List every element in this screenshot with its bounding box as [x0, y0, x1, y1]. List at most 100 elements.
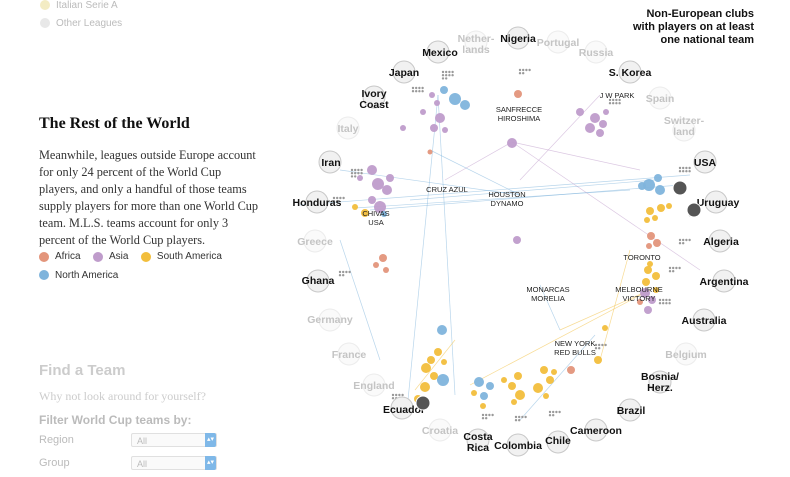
country-s-korea[interactable]: S. Korea [609, 60, 652, 84]
club-node[interactable] [653, 239, 661, 247]
club-label[interactable]: TORONTO [623, 253, 660, 262]
club-node[interactable] [508, 382, 516, 390]
club-node[interactable] [513, 236, 521, 244]
club-node[interactable] [367, 165, 377, 175]
club-label[interactable]: SANFRECCE HIROSHIMA [496, 105, 542, 123]
country-greece[interactable]: Greece [297, 229, 333, 253]
club-node[interactable] [486, 382, 494, 390]
club-node[interactable] [603, 109, 609, 115]
club-node[interactable] [551, 369, 557, 375]
club-node[interactable] [427, 356, 435, 364]
club-node[interactable] [657, 204, 665, 212]
top-legend-item[interactable]: Other Leagues [40, 14, 122, 32]
club-node[interactable] [576, 108, 584, 116]
club-node[interactable] [596, 129, 604, 137]
club-node[interactable] [471, 390, 477, 396]
country-ghana[interactable]: Ghana [302, 269, 335, 293]
club-node[interactable] [420, 109, 426, 115]
country-circle[interactable] [362, 373, 386, 397]
club-label[interactable]: CRUZ AZUL [426, 185, 468, 194]
country-belgium[interactable]: Belgium [665, 342, 707, 366]
country-australia[interactable]: Australia [682, 308, 727, 332]
country-circle[interactable] [428, 418, 452, 442]
club-node[interactable] [515, 390, 525, 400]
club-node[interactable] [379, 254, 387, 262]
club-node[interactable] [654, 174, 662, 182]
club-node[interactable] [514, 90, 522, 98]
country-circle[interactable] [674, 342, 698, 366]
club-node[interactable] [421, 363, 431, 373]
club-node[interactable] [533, 383, 543, 393]
country-nether[interactable]: Nether-lands [458, 30, 495, 56]
country-circle[interactable] [506, 26, 530, 50]
country-italy[interactable]: Italy [336, 116, 360, 140]
country-switzer[interactable]: Switzer-land [664, 115, 705, 142]
club-node[interactable] [374, 201, 386, 213]
country-algeria[interactable]: Algeria [703, 229, 739, 253]
country-circle[interactable] [303, 229, 327, 253]
club-node[interactable] [430, 124, 438, 132]
club-node[interactable] [652, 215, 658, 221]
club-node[interactable] [648, 296, 656, 304]
country-iran[interactable]: Iran [318, 150, 342, 174]
club-label[interactable]: MONARCAS MORELIA [526, 285, 569, 303]
country-circle[interactable] [362, 85, 386, 109]
country-nigeria[interactable]: Nigeria [500, 26, 536, 50]
club-node[interactable] [644, 217, 650, 223]
country-ivory[interactable]: Ivory Coast [359, 85, 389, 111]
country-england[interactable]: England [353, 373, 395, 397]
club-node[interactable] [644, 306, 652, 314]
country-honduras[interactable]: Honduras [292, 190, 342, 214]
country-circle[interactable] [546, 30, 570, 54]
club-label[interactable]: MELBOURNE VICTORY [615, 285, 663, 303]
club-node[interactable] [441, 359, 447, 365]
club-node[interactable] [511, 399, 517, 405]
top-legend-item[interactable]: Italian Serie A [40, 0, 122, 14]
country-costa[interactable]: Costa Rica [463, 428, 493, 454]
club-node[interactable] [646, 207, 654, 215]
region-select[interactable]: All ▴▾ [131, 433, 217, 447]
country-brazil[interactable]: Brazil [617, 398, 646, 422]
club-node[interactable] [361, 209, 369, 217]
country-circle[interactable] [464, 30, 488, 54]
player-photo[interactable] [672, 180, 688, 196]
club-node[interactable] [430, 372, 438, 380]
country-circle[interactable] [318, 150, 342, 174]
club-node[interactable] [434, 348, 442, 356]
club-node[interactable] [644, 266, 652, 274]
club-node[interactable] [460, 100, 470, 110]
club-node[interactable] [449, 93, 461, 105]
country-russia[interactable]: Russia [579, 40, 614, 64]
club-node[interactable] [420, 382, 430, 392]
country-argentina[interactable]: Argentina [699, 269, 749, 293]
country-chile[interactable]: Chile [545, 430, 571, 454]
country-circle[interactable] [584, 40, 608, 64]
club-node[interactable] [400, 125, 406, 131]
country-circle[interactable] [506, 433, 530, 457]
club-node[interactable] [427, 149, 433, 155]
country-spain[interactable]: Spain [646, 86, 675, 110]
club-node[interactable] [647, 261, 653, 267]
country-mexico[interactable]: Mexico [422, 40, 458, 64]
club-node[interactable] [437, 374, 449, 386]
club-node[interactable] [474, 377, 484, 387]
club-node[interactable] [642, 278, 650, 286]
club-node[interactable] [666, 203, 672, 209]
club-node[interactable] [429, 92, 435, 98]
club-node[interactable] [480, 403, 486, 409]
country-colombia[interactable]: Colombia [494, 433, 542, 457]
club-node[interactable] [647, 232, 655, 240]
club-node[interactable] [543, 393, 549, 399]
club-node[interactable] [383, 267, 389, 273]
club-node[interactable] [585, 123, 595, 133]
country-croatia[interactable]: Croatia [422, 418, 458, 442]
player-photo[interactable] [686, 202, 702, 218]
club-node[interactable] [440, 86, 448, 94]
club-node[interactable] [546, 376, 554, 384]
club-node[interactable] [435, 113, 445, 123]
club-node[interactable] [507, 138, 517, 148]
club-node[interactable] [602, 325, 608, 331]
club-node[interactable] [652, 272, 660, 280]
country-germany[interactable]: Germany [307, 308, 353, 332]
club-label[interactable]: HOUSTON DYNAMO [488, 190, 525, 208]
